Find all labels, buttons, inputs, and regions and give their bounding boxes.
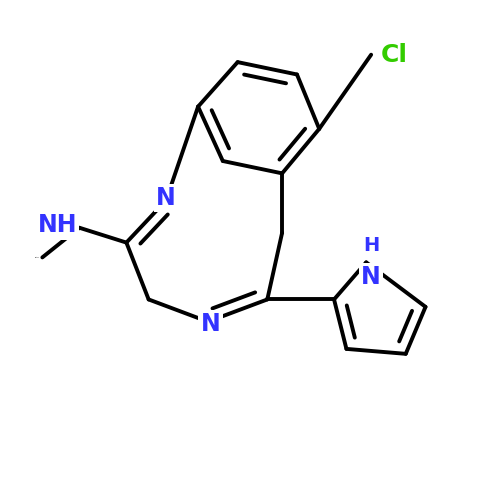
- Text: NH: NH: [38, 214, 77, 238]
- Text: methyl: methyl: [35, 257, 40, 258]
- Text: N: N: [200, 312, 220, 336]
- Text: N: N: [362, 265, 381, 289]
- Text: N: N: [156, 186, 176, 210]
- Text: H: H: [363, 236, 380, 255]
- Text: Cl: Cl: [381, 42, 408, 66]
